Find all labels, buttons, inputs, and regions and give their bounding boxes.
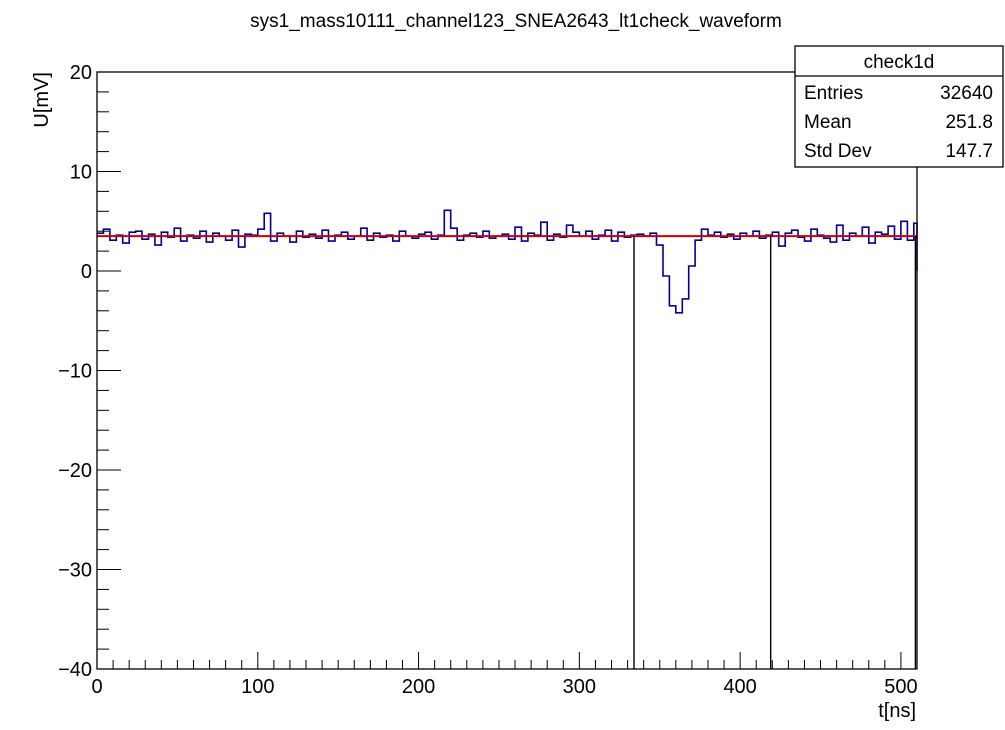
stats-mean-value: 251.8 (945, 112, 993, 133)
y-axis-title: U[mV] (31, 72, 53, 128)
stats-entries-value: 32640 (940, 83, 993, 104)
x-tick-label: 300 (563, 676, 596, 698)
frame (96, 71, 918, 670)
chart-title: sys1_mass10111_channel123_SNEA2643_lt1ch… (250, 11, 782, 32)
stats-box: check1d Entries 32640 Mean 251.8 Std Dev… (794, 45, 1004, 168)
x-tick-label: 500 (884, 676, 917, 698)
x-tick-label: 200 (402, 676, 435, 698)
x-tick-label: 0 (91, 676, 102, 698)
x-tick-label: 100 (241, 676, 274, 698)
x-axis-title: t[ns] (878, 700, 916, 722)
y-tick-label: 20 (70, 62, 92, 84)
stats-box-frame (794, 45, 1004, 168)
series-line-0 (97, 209, 918, 314)
stats-stddev-value: 147.7 (945, 141, 993, 162)
y-tick-label: −40 (58, 659, 92, 681)
stats-mean-label: Mean (804, 112, 852, 133)
stats-box-name: check1d (864, 52, 935, 73)
y-axis: 20 10 0 −10 −20 −30 −40 (58, 62, 121, 681)
x-tick-label: 400 (723, 676, 756, 698)
stats-stddev-label: Std Dev (804, 141, 872, 162)
y-tick-label: −30 (58, 560, 92, 582)
y-tick-label: −10 (58, 361, 92, 383)
plot-area (97, 209, 918, 669)
stats-entries-label: Entries (804, 83, 863, 104)
y-tick-label: −20 (58, 460, 92, 482)
y-tick-label: 0 (81, 261, 92, 283)
y-tick-label: 10 (70, 162, 92, 184)
x-axis: 0 100 200 300 400 500 (91, 652, 918, 698)
